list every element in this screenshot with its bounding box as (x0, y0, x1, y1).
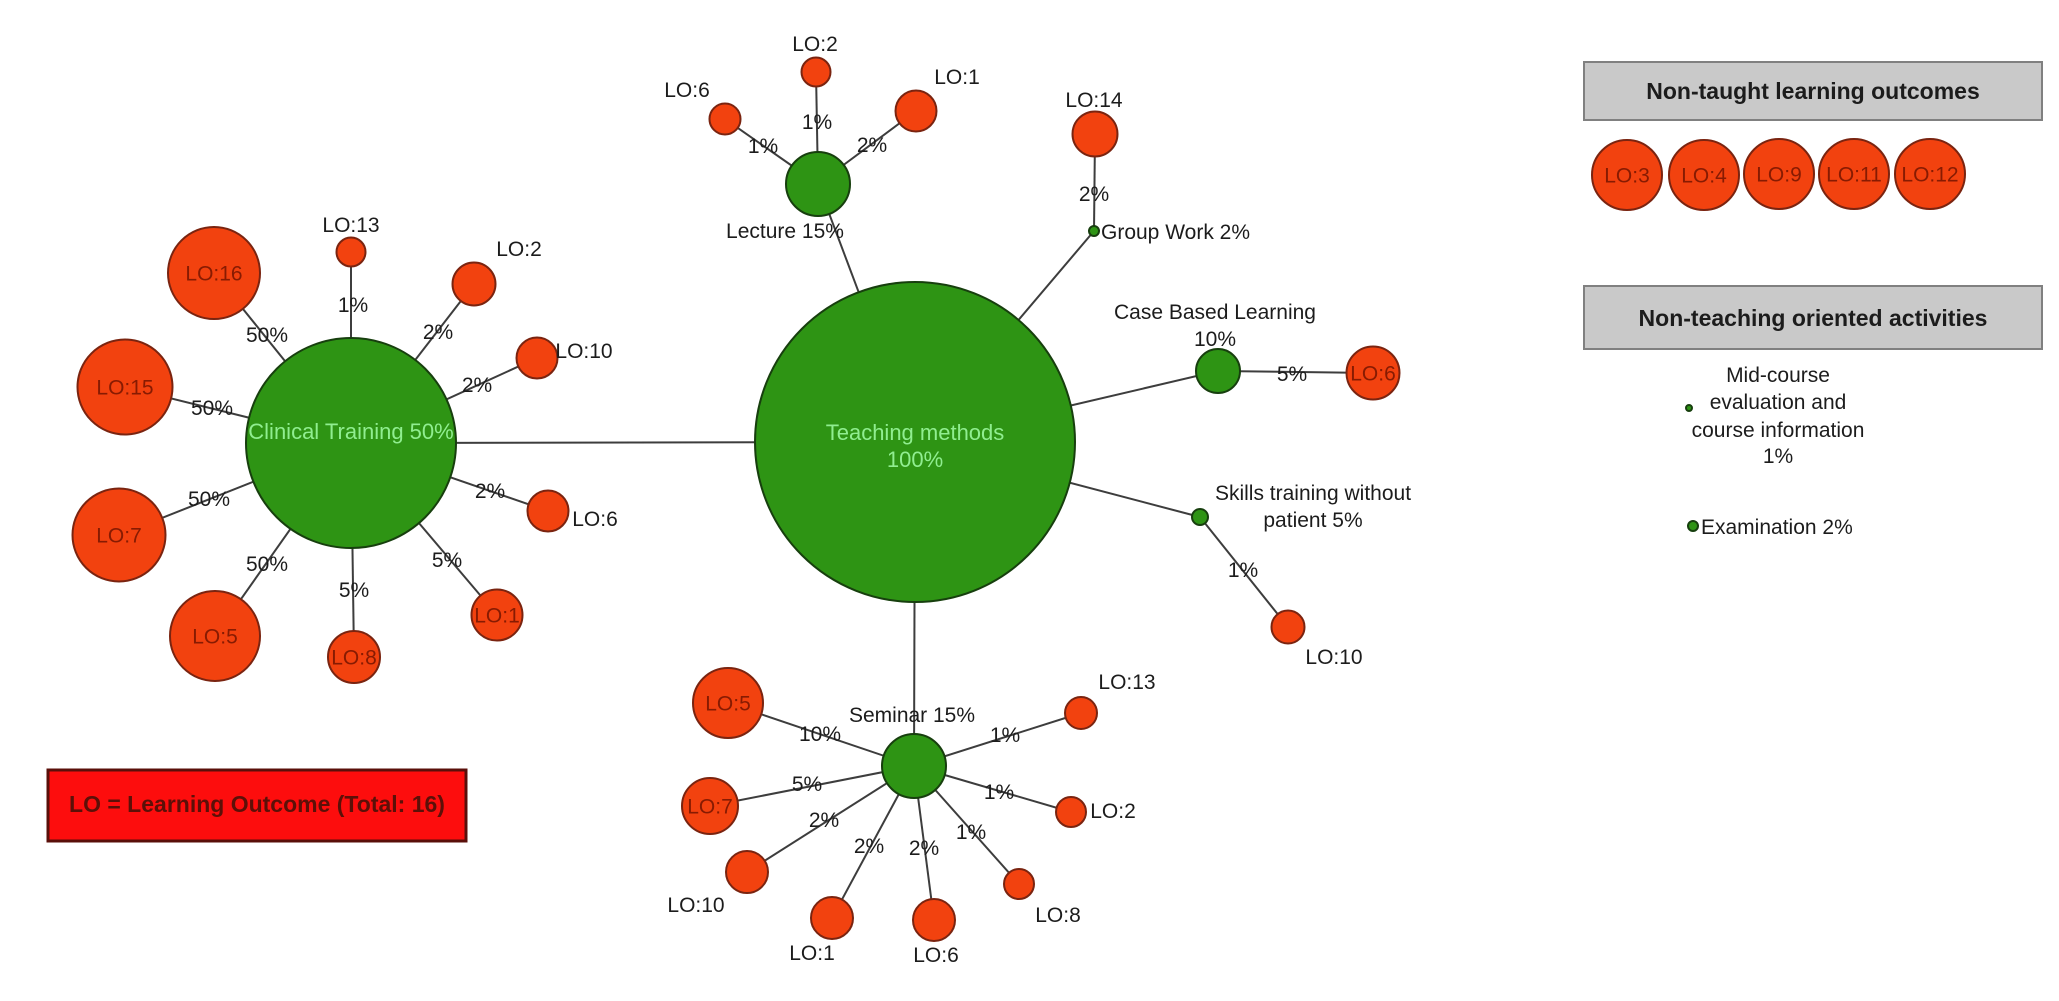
svg-text:5%: 5% (432, 549, 462, 572)
svg-text:LO:7: LO:7 (96, 525, 142, 548)
svg-text:1%: 1% (990, 724, 1020, 747)
svg-text:Teaching methods: Teaching methods (826, 420, 1005, 445)
svg-text:1%: 1% (802, 111, 832, 134)
svg-text:LO:15: LO:15 (96, 377, 153, 400)
svg-text:5%: 5% (792, 773, 822, 796)
svg-text:50%: 50% (188, 488, 230, 511)
svg-text:course information: course information (1692, 419, 1865, 442)
svg-text:LO:2: LO:2 (496, 238, 542, 261)
svg-text:1%: 1% (338, 294, 368, 317)
svg-text:LO:4: LO:4 (1681, 165, 1727, 188)
svg-text:2%: 2% (462, 374, 492, 397)
svg-text:LO:6: LO:6 (913, 944, 959, 967)
svg-text:LO:14: LO:14 (1065, 89, 1123, 112)
svg-text:Case Based Learning: Case Based Learning (1114, 301, 1316, 324)
svg-text:LO:16: LO:16 (185, 263, 242, 286)
svg-text:2%: 2% (423, 321, 453, 344)
svg-text:LO:2: LO:2 (1090, 800, 1136, 823)
svg-text:LO:12: LO:12 (1901, 164, 1958, 187)
svg-text:Mid-course: Mid-course (1726, 364, 1830, 387)
svg-text:Non-teaching oriented activiti: Non-teaching oriented activities (1639, 305, 1988, 331)
svg-text:LO:1: LO:1 (789, 942, 835, 965)
svg-text:1%: 1% (1763, 445, 1793, 468)
svg-text:LO:10: LO:10 (1305, 646, 1362, 669)
svg-text:LO:6: LO:6 (1350, 363, 1396, 386)
svg-text:LO:7: LO:7 (687, 796, 733, 819)
svg-text:Clinical Training 50%: Clinical Training 50% (248, 419, 453, 444)
svg-text:patient 5%: patient 5% (1263, 509, 1362, 532)
svg-text:evaluation and: evaluation and (1710, 391, 1847, 414)
svg-text:5%: 5% (1277, 363, 1307, 386)
svg-text:10%: 10% (1194, 328, 1236, 351)
svg-text:LO:8: LO:8 (331, 647, 377, 670)
svg-text:LO:10: LO:10 (555, 340, 612, 363)
svg-text:LO:6: LO:6 (572, 508, 618, 531)
svg-text:100%: 100% (887, 447, 943, 472)
svg-text:Lecture 15%: Lecture 15% (726, 220, 844, 243)
svg-text:50%: 50% (191, 397, 233, 420)
svg-text:LO:3: LO:3 (1604, 165, 1650, 188)
svg-text:LO:13: LO:13 (322, 214, 379, 237)
svg-text:2%: 2% (909, 837, 939, 860)
svg-text:LO:9: LO:9 (1756, 164, 1802, 187)
svg-text:1%: 1% (1228, 559, 1258, 582)
svg-text:LO:1: LO:1 (934, 66, 980, 89)
svg-text:Examination 2%: Examination 2% (1701, 516, 1853, 539)
svg-text:LO:13: LO:13 (1098, 671, 1155, 694)
svg-text:LO:10: LO:10 (667, 894, 724, 917)
svg-text:LO:11: LO:11 (1826, 164, 1882, 187)
svg-text:LO = Learning Outcome (Total:: LO = Learning Outcome (Total: 16) (69, 791, 445, 817)
svg-text:2%: 2% (809, 809, 839, 832)
svg-text:1%: 1% (956, 821, 986, 844)
svg-text:LO:5: LO:5 (192, 626, 238, 649)
svg-text:LO:1: LO:1 (474, 605, 520, 628)
svg-text:LO:8: LO:8 (1035, 904, 1081, 927)
svg-text:Skills training without: Skills training without (1215, 482, 1411, 505)
svg-text:2%: 2% (475, 480, 505, 503)
svg-text:2%: 2% (1079, 183, 1109, 206)
svg-text:LO:5: LO:5 (705, 693, 751, 716)
svg-text:1%: 1% (748, 135, 778, 158)
svg-text:LO:6: LO:6 (664, 79, 710, 102)
svg-text:2%: 2% (857, 134, 887, 157)
svg-text:2%: 2% (854, 835, 884, 858)
svg-text:1%: 1% (984, 781, 1014, 804)
svg-text:Non-taught learning outcomes: Non-taught learning outcomes (1646, 78, 1980, 104)
svg-text:10%: 10% (799, 723, 841, 746)
svg-text:50%: 50% (246, 324, 288, 347)
svg-text:50%: 50% (246, 553, 288, 576)
svg-text:Seminar 15%: Seminar 15% (849, 704, 975, 727)
svg-text:Group Work 2%: Group Work 2% (1101, 221, 1250, 244)
svg-text:LO:2: LO:2 (792, 33, 838, 56)
svg-text:5%: 5% (339, 579, 369, 602)
